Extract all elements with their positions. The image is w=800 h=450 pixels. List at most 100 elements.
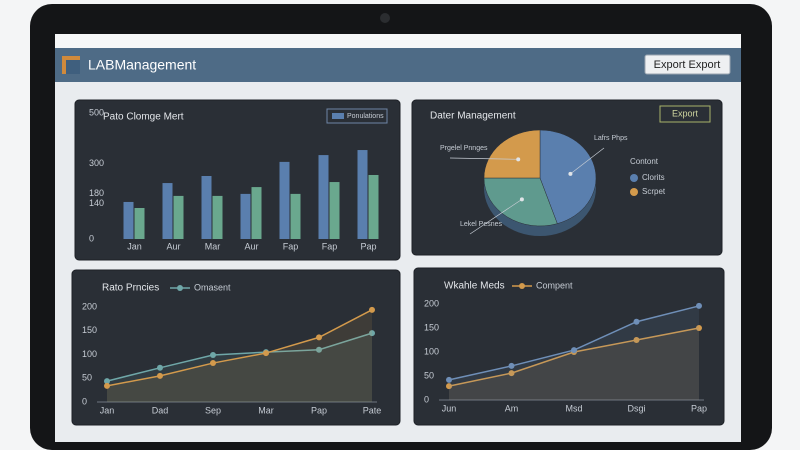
- bar: [134, 208, 145, 239]
- x-tick-label: Dsgi: [627, 403, 645, 413]
- y-tick-label: 0: [424, 394, 429, 404]
- export-button[interactable]: [659, 105, 711, 123]
- legend-swatch: [332, 113, 344, 119]
- x-tick-label: Fap: [283, 241, 299, 251]
- point: [508, 370, 515, 377]
- point: [633, 318, 640, 325]
- legend-label: Compent: [536, 280, 573, 290]
- point: [508, 362, 515, 369]
- pie-slice: [483, 177, 558, 227]
- pie-slice: [539, 129, 597, 224]
- point: [446, 383, 452, 390]
- bar: [212, 195, 223, 239]
- tab-bar: [55, 34, 741, 48]
- y-tick-label: 150: [82, 325, 97, 335]
- point: [633, 337, 640, 343]
- legend-title: Contont: [630, 157, 659, 166]
- legend-label: Scrpet: [642, 187, 666, 196]
- leader-dot: [516, 157, 521, 162]
- x-tick-label: Pap: [691, 403, 707, 413]
- y-tick-label: 500: [89, 107, 104, 117]
- export-button[interactable]: [644, 54, 731, 75]
- point: [369, 330, 375, 337]
- pie-slice: [483, 129, 541, 179]
- y-tick-label: 300: [89, 158, 104, 168]
- camera: [380, 13, 390, 23]
- x-tick-label: Fap: [322, 241, 338, 251]
- point: [157, 364, 163, 371]
- y-tick-label: 50: [424, 370, 434, 380]
- legend-label: Omasent: [194, 282, 231, 292]
- x-tick-label: Jan: [127, 241, 142, 251]
- legend-swatch: [630, 174, 638, 182]
- x-tick-label: Dad: [152, 405, 169, 415]
- point: [369, 306, 375, 313]
- leader-line: [449, 157, 519, 160]
- bar: [162, 183, 173, 239]
- point: [696, 325, 702, 331]
- y-tick-label: 0: [89, 233, 94, 243]
- point: [571, 347, 577, 354]
- export-button-label[interactable]: Export: [672, 108, 699, 118]
- leader-dot: [568, 171, 573, 176]
- bar: [251, 187, 262, 239]
- line: [106, 332, 373, 382]
- y-tick-label: 0: [82, 396, 87, 406]
- y-tick-label: 150: [424, 322, 439, 332]
- bar: [240, 193, 251, 239]
- point: [210, 360, 216, 367]
- area: [107, 309, 372, 402]
- export-button-label[interactable]: Export Export: [654, 59, 721, 71]
- legend-dot: [177, 285, 183, 291]
- leader-line: [469, 199, 523, 235]
- x-tick-label: Msd: [565, 403, 582, 413]
- app-bar: [55, 48, 741, 82]
- y-tick-label: 200: [82, 301, 97, 311]
- point: [316, 346, 322, 353]
- bar: [318, 155, 329, 239]
- legend-box: [326, 108, 388, 124]
- chart-title: Wkahle Meds: [444, 281, 505, 292]
- chart-title: Rato Prncies: [102, 283, 159, 294]
- y-tick-label: 100: [424, 346, 439, 356]
- x-tick-label: Aur: [166, 241, 180, 251]
- y-tick-label: 140: [89, 198, 104, 208]
- area: [449, 328, 699, 400]
- point: [696, 302, 702, 309]
- logo-inner: [66, 60, 80, 74]
- x-tick-label: Pap: [311, 405, 327, 415]
- chart-title: Dater Management: [430, 111, 516, 122]
- point: [210, 351, 216, 358]
- bar: [123, 201, 134, 239]
- point: [263, 350, 269, 357]
- point: [446, 376, 452, 383]
- y-tick-label: 200: [424, 298, 439, 308]
- slice-label: Prgelel Pnnges: [440, 145, 488, 152]
- x-tick-label: Jan: [100, 405, 115, 415]
- point: [104, 382, 110, 389]
- legend-dot: [519, 283, 525, 289]
- app-title: LABManagement: [88, 57, 196, 73]
- legend-label: Clorits: [642, 173, 665, 182]
- legend-label: Ponulations: [347, 113, 384, 120]
- slice-label: Lekel Pesnes: [460, 221, 503, 228]
- x-tick-label: Aur: [244, 241, 258, 251]
- bar: [329, 182, 340, 239]
- x-tick-label: Mar: [258, 405, 274, 415]
- x-tick-label: Am: [505, 403, 519, 413]
- bar: [290, 193, 301, 239]
- x-tick-label: Mar: [205, 241, 221, 251]
- bar: [279, 161, 290, 239]
- bar: [173, 195, 184, 239]
- y-tick-label: 50: [82, 373, 92, 383]
- bar: [368, 174, 379, 239]
- x-tick-label: Pate: [363, 405, 382, 415]
- x-tick-label: Pap: [360, 241, 376, 251]
- slice-label: Lafrs Phps: [594, 135, 628, 142]
- x-tick-label: Sep: [205, 405, 221, 415]
- line: [106, 309, 373, 387]
- y-tick-label: 100: [82, 349, 97, 359]
- point: [157, 372, 163, 379]
- chart-title: Pato Clomge Mert: [103, 112, 184, 123]
